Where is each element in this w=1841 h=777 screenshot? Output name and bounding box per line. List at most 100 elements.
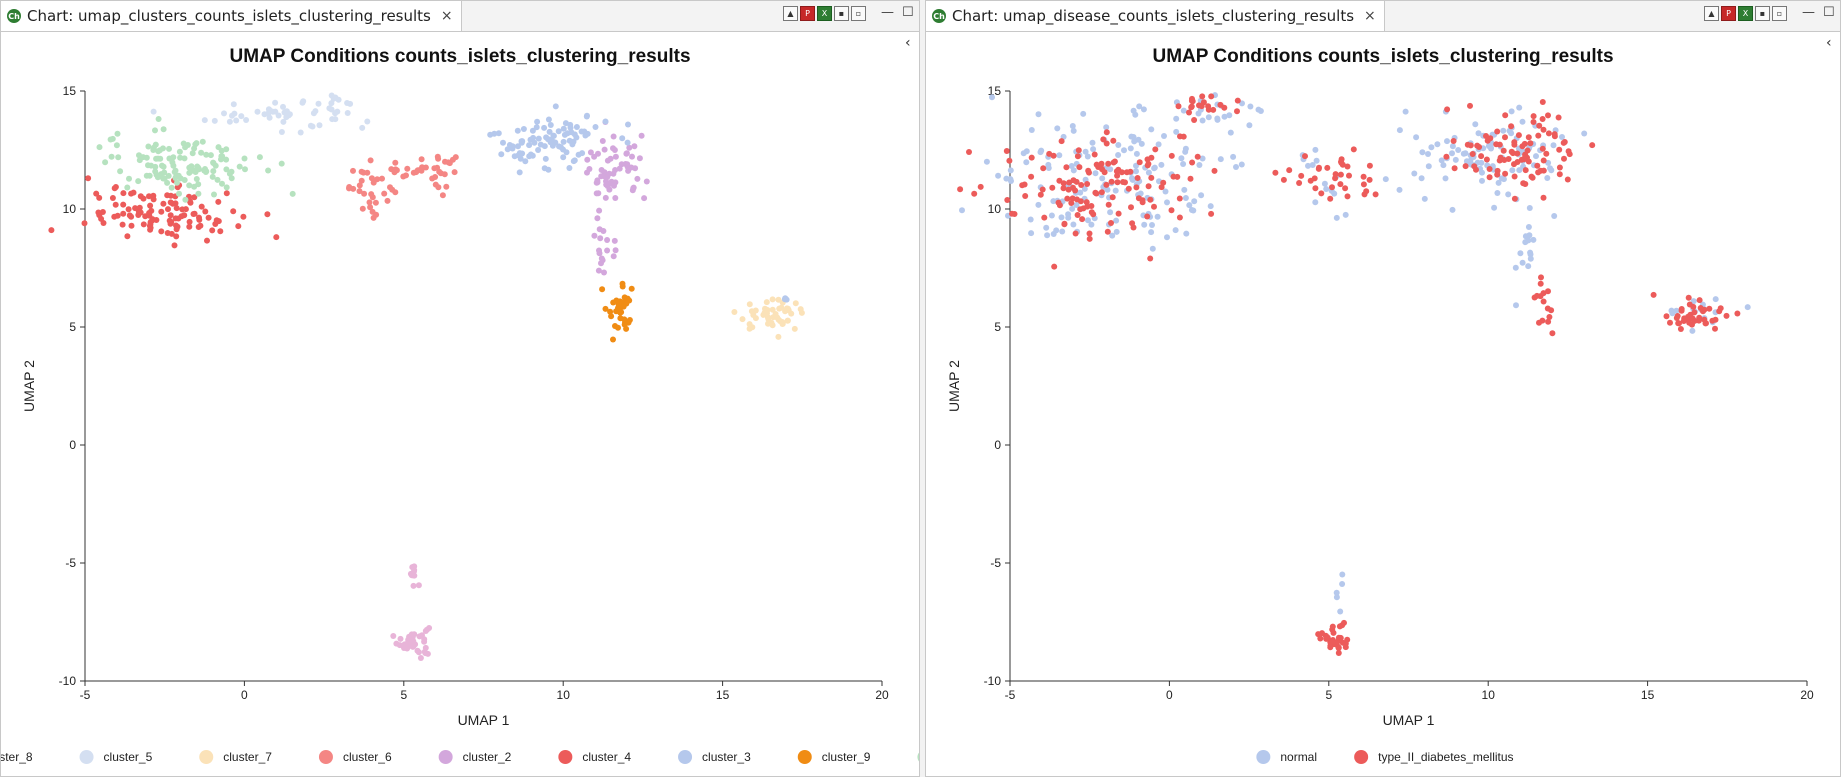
data-point: [1086, 169, 1092, 176]
minimize-icon[interactable]: —: [1802, 5, 1815, 20]
save-as-icon[interactable]: ▫: [851, 6, 866, 21]
collapse-icon[interactable]: ‹: [905, 35, 911, 51]
data-point: [1221, 113, 1228, 120]
data-point: [1464, 141, 1471, 148]
image-export-icon[interactable]: ▲: [1704, 6, 1719, 21]
x-tick-label: 10: [557, 688, 571, 702]
data-point: [615, 301, 622, 308]
data-point: [1336, 623, 1343, 630]
data-point: [128, 190, 135, 197]
data-point: [1540, 290, 1547, 297]
data-point: [1127, 168, 1134, 175]
data-point: [358, 177, 365, 184]
data-point: [1149, 222, 1155, 228]
data-point: [1511, 173, 1518, 180]
window-controls: — ☐: [1802, 5, 1835, 20]
maximize-icon[interactable]: ☐: [1823, 5, 1835, 20]
data-point: [612, 323, 618, 329]
data-point: [1162, 188, 1169, 195]
x-tick-label: 0: [241, 688, 248, 702]
data-point: [1082, 148, 1089, 155]
data-point: [1663, 313, 1670, 320]
data-point: [410, 582, 417, 589]
data-point: [1479, 177, 1485, 184]
minimize-icon[interactable]: —: [881, 5, 894, 20]
tab-umap-disease[interactable]: Ch Chart: umap_disease_counts_islets_clu…: [926, 1, 1385, 31]
data-point: [1238, 161, 1245, 168]
tab-umap-clusters[interactable]: Ch Chart: umap_clusters_counts_islets_cl…: [1, 1, 462, 31]
data-point: [164, 230, 171, 236]
data-point: [1540, 126, 1547, 133]
data-point: [241, 155, 248, 162]
excel-export-icon[interactable]: X: [1738, 6, 1753, 21]
save-as-icon[interactable]: ▫: [1772, 6, 1787, 21]
data-point: [611, 147, 618, 153]
data-point: [147, 224, 154, 231]
legend-marker: [79, 750, 94, 764]
data-point: [1120, 179, 1126, 185]
data-point: [631, 143, 638, 150]
data-point: [120, 201, 127, 208]
save-icon[interactable]: ▪: [834, 6, 849, 21]
data-point: [330, 95, 337, 102]
excel-export-icon[interactable]: X: [817, 6, 832, 21]
data-point: [1669, 310, 1676, 317]
data-point: [278, 160, 285, 167]
data-point: [1182, 148, 1189, 155]
data-point: [1072, 187, 1079, 194]
data-point: [587, 149, 594, 156]
data-point: [1022, 193, 1029, 199]
data-point: [1540, 157, 1547, 164]
data-point: [746, 301, 753, 308]
pdf-export-icon[interactable]: P: [800, 6, 815, 21]
data-point: [1186, 109, 1192, 116]
data-point: [1168, 152, 1175, 159]
data-point: [611, 237, 618, 244]
data-point: [1178, 155, 1185, 162]
data-point: [957, 186, 964, 193]
x-tick-label: 10: [1482, 688, 1496, 702]
maximize-icon[interactable]: ☐: [902, 5, 914, 20]
close-icon[interactable]: ×: [1364, 8, 1376, 24]
data-point: [596, 226, 603, 233]
image-export-icon[interactable]: ▲: [783, 6, 798, 21]
data-point: [165, 206, 171, 213]
data-point: [1333, 589, 1340, 596]
data-point: [329, 116, 336, 123]
data-point: [612, 195, 619, 201]
data-point: [610, 133, 617, 140]
data-point: [223, 166, 230, 173]
data-point: [1041, 214, 1048, 221]
data-point: [1438, 157, 1445, 164]
data-point: [1555, 114, 1562, 121]
save-icon[interactable]: ▪: [1755, 6, 1770, 21]
collapse-icon[interactable]: ‹: [1826, 35, 1832, 51]
close-icon[interactable]: ×: [440, 8, 453, 24]
data-point: [621, 321, 628, 328]
data-point: [1505, 156, 1512, 162]
data-point: [527, 151, 534, 158]
data-point: [1440, 162, 1447, 169]
data-point: [202, 208, 209, 215]
pdf-export-icon[interactable]: P: [1721, 6, 1736, 21]
data-point: [1234, 108, 1240, 115]
data-point: [781, 296, 788, 303]
data-point: [543, 134, 550, 141]
data-point: [1449, 143, 1456, 150]
data-point: [1074, 153, 1081, 160]
data-point: [1530, 119, 1537, 125]
data-point: [93, 190, 100, 197]
data-point: [344, 100, 351, 106]
data-point: [124, 233, 131, 240]
data-point: [315, 100, 322, 107]
data-point: [369, 194, 376, 201]
data-point: [546, 128, 553, 135]
data-point: [1092, 170, 1099, 177]
y-tick-label: -5: [65, 556, 76, 570]
data-point: [1196, 162, 1203, 168]
data-point: [601, 269, 607, 276]
data-point: [1104, 186, 1111, 193]
data-point: [1366, 162, 1373, 169]
data-point: [1444, 138, 1450, 145]
data-point: [150, 147, 157, 153]
